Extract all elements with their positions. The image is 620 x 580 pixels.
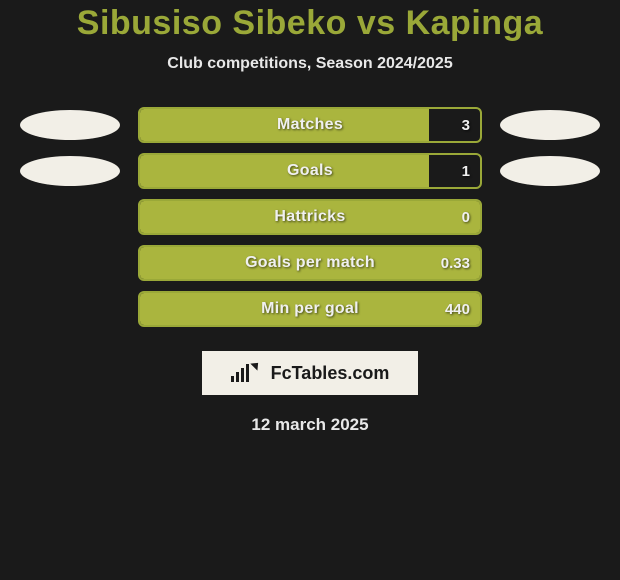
player-left-ellipse-icon <box>20 156 120 186</box>
stat-label: Goals <box>140 155 480 187</box>
page-title: Sibusiso Sibeko vs Kapinga <box>0 4 620 43</box>
stat-value: 0.33 <box>441 247 470 279</box>
side-spacer <box>20 202 120 232</box>
stat-label: Goals per match <box>140 247 480 279</box>
stat-row: Goals1 <box>0 153 620 189</box>
stat-value: 1 <box>462 155 470 187</box>
side-spacer <box>500 294 600 324</box>
stat-bar-track: Matches3 <box>138 107 482 143</box>
stat-value: 3 <box>462 109 470 141</box>
stat-label: Matches <box>140 109 480 141</box>
player-left-ellipse-icon <box>20 110 120 140</box>
logo-bar-segment <box>241 368 244 382</box>
logo-text: FcTables.com <box>271 363 390 384</box>
side-spacer <box>500 248 600 278</box>
side-spacer <box>20 248 120 278</box>
stat-bar-track: Min per goal440 <box>138 291 482 327</box>
stat-row: Matches3 <box>0 107 620 143</box>
stat-row: Hattricks0 <box>0 199 620 235</box>
logo-arrow-icon <box>250 359 261 370</box>
stat-value: 0 <box>462 201 470 233</box>
logo-box: FcTables.com <box>202 351 418 395</box>
player-right-ellipse-icon <box>500 156 600 186</box>
side-spacer <box>500 202 600 232</box>
stat-label: Min per goal <box>140 293 480 325</box>
stat-bar-track: Goals1 <box>138 153 482 189</box>
logo-bar-segment <box>246 364 249 382</box>
side-spacer <box>20 294 120 324</box>
stat-bar-track: Hattricks0 <box>138 199 482 235</box>
footer-date: 12 march 2025 <box>0 415 620 435</box>
stat-value: 440 <box>445 293 470 325</box>
player-right-ellipse-icon <box>500 110 600 140</box>
stat-bar-track: Goals per match0.33 <box>138 245 482 281</box>
logo-bar-segment <box>236 372 239 382</box>
logo-bars-icon <box>231 364 249 382</box>
stat-row: Goals per match0.33 <box>0 245 620 281</box>
stat-rows: Matches3Goals1Hattricks0Goals per match0… <box>0 107 620 327</box>
logo-bar-segment <box>231 376 234 382</box>
page-subtitle: Club competitions, Season 2024/2025 <box>0 55 620 73</box>
stat-row: Min per goal440 <box>0 291 620 327</box>
stat-label: Hattricks <box>140 201 480 233</box>
comparison-infographic: Sibusiso Sibeko vs Kapinga Club competit… <box>0 0 620 435</box>
